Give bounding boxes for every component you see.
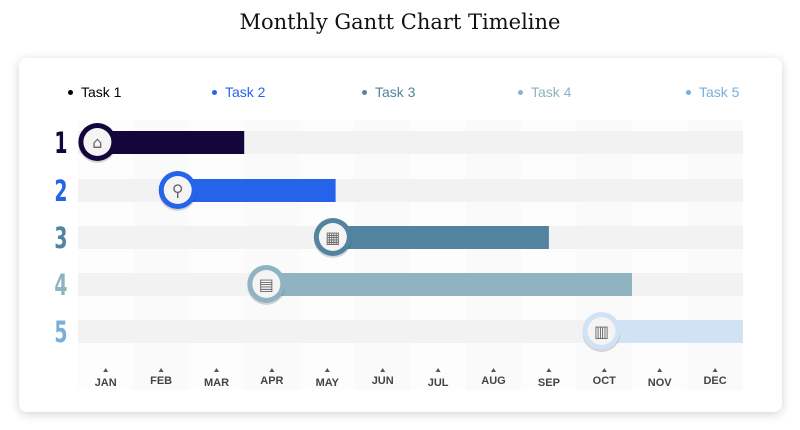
month-column <box>465 120 522 390</box>
legend-dot <box>212 89 217 95</box>
row-track <box>78 131 743 154</box>
tick-marker <box>712 368 718 372</box>
tick-marker <box>546 368 552 372</box>
legend-label: Task 5 <box>699 84 740 100</box>
calculator-icon <box>318 223 347 251</box>
month-column <box>687 120 743 390</box>
tick-marker <box>324 368 330 372</box>
month-column <box>188 120 245 390</box>
task-bar[interactable] <box>97 131 245 154</box>
month-label: MAR <box>204 377 229 389</box>
row-label: 5 <box>54 315 67 349</box>
legend-item: Task 1 <box>68 84 121 100</box>
tick-marker <box>158 368 164 372</box>
tick-marker <box>269 368 275 372</box>
month-column <box>244 120 300 390</box>
month-label: JUN <box>372 375 394 387</box>
month-column <box>133 120 189 390</box>
row-label: 2 <box>54 174 67 208</box>
row-label: 4 <box>54 268 67 302</box>
legend-label: Task 4 <box>531 84 572 100</box>
tick-marker <box>601 368 607 372</box>
calendar-icon <box>252 270 281 298</box>
month-column <box>355 120 411 390</box>
month-label: JUL <box>428 377 449 389</box>
calendar-icon-glyph: ▤ <box>259 275 274 294</box>
legend-label: Task 3 <box>375 84 416 100</box>
legend-label: Task 2 <box>225 84 266 100</box>
bar-chart-icon-glyph: ▥ <box>594 322 609 341</box>
legend-dot <box>362 89 367 95</box>
legend-dot <box>68 89 73 95</box>
legend-item: Task 4 <box>518 84 571 100</box>
row-label: 1 <box>54 126 67 160</box>
tick-marker <box>657 368 663 372</box>
row-label: 3 <box>54 221 67 255</box>
task-bar[interactable] <box>177 179 336 202</box>
tick-marker <box>214 368 219 372</box>
legend-label: Task 1 <box>81 84 122 100</box>
month-column <box>78 120 134 390</box>
magnifier-icon <box>163 176 192 204</box>
legend-item: Task 2 <box>212 84 265 100</box>
month-label: DEC <box>703 375 726 387</box>
month-label: JAN <box>95 377 117 389</box>
task-bar[interactable] <box>266 273 632 296</box>
house-icon-glyph: ⌂ <box>92 133 102 152</box>
tick-marker <box>103 368 109 372</box>
legend-item: Task 5 <box>686 84 739 100</box>
month-label: SEP <box>538 377 560 389</box>
tick-marker <box>435 368 441 372</box>
month-column <box>521 120 577 390</box>
task-bar[interactable] <box>601 320 743 343</box>
bar-chart-icon <box>587 317 616 345</box>
month-label: OCT <box>593 375 617 387</box>
legend-item: Task 3 <box>362 84 415 100</box>
tick-marker <box>491 368 496 372</box>
month-label: AUG <box>481 375 505 387</box>
legend-dot <box>686 89 691 95</box>
month-column <box>410 120 466 390</box>
month-label: FEB <box>150 375 172 387</box>
month-label: MAY <box>316 377 340 389</box>
task-bar[interactable] <box>332 226 549 249</box>
chart-title: Monthly Gantt Chart Timeline <box>239 10 561 34</box>
row-track <box>78 320 743 343</box>
month-label: APR <box>260 375 283 387</box>
month-label: NOV <box>648 377 673 389</box>
calculator-icon-glyph: ▦ <box>325 228 340 247</box>
legend-dot <box>518 89 523 95</box>
magnifier-icon-glyph: ⚲ <box>172 181 184 200</box>
house-icon <box>83 128 112 156</box>
month-column <box>632 120 688 390</box>
tick-marker <box>380 368 386 372</box>
